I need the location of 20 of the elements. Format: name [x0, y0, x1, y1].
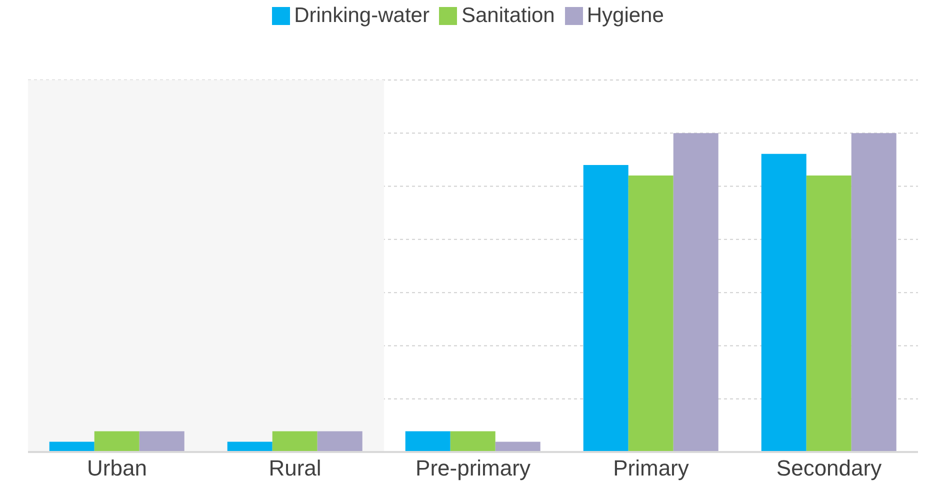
- legend-label: Hygiene: [586, 4, 664, 27]
- x-tick-label: Urban: [87, 456, 147, 481]
- bar: [139, 431, 184, 452]
- x-tick-label: Primary: [613, 456, 689, 481]
- bar: [272, 431, 318, 452]
- legend-label: Sanitation: [461, 4, 555, 27]
- bar: [405, 431, 450, 452]
- bar: [583, 165, 628, 452]
- x-tick-label: Pre-primary: [416, 456, 530, 481]
- bar: [94, 431, 140, 452]
- bar: [628, 176, 674, 452]
- x-tick-label: Rural: [268, 456, 322, 481]
- x-tick-label: Secondary: [776, 456, 882, 481]
- bar: [673, 133, 718, 452]
- bar: [806, 176, 852, 452]
- bar: [450, 431, 496, 452]
- legend-label: Drinking-water: [294, 4, 430, 27]
- bar: [851, 133, 896, 452]
- bar: [317, 431, 362, 452]
- bar: [761, 154, 806, 452]
